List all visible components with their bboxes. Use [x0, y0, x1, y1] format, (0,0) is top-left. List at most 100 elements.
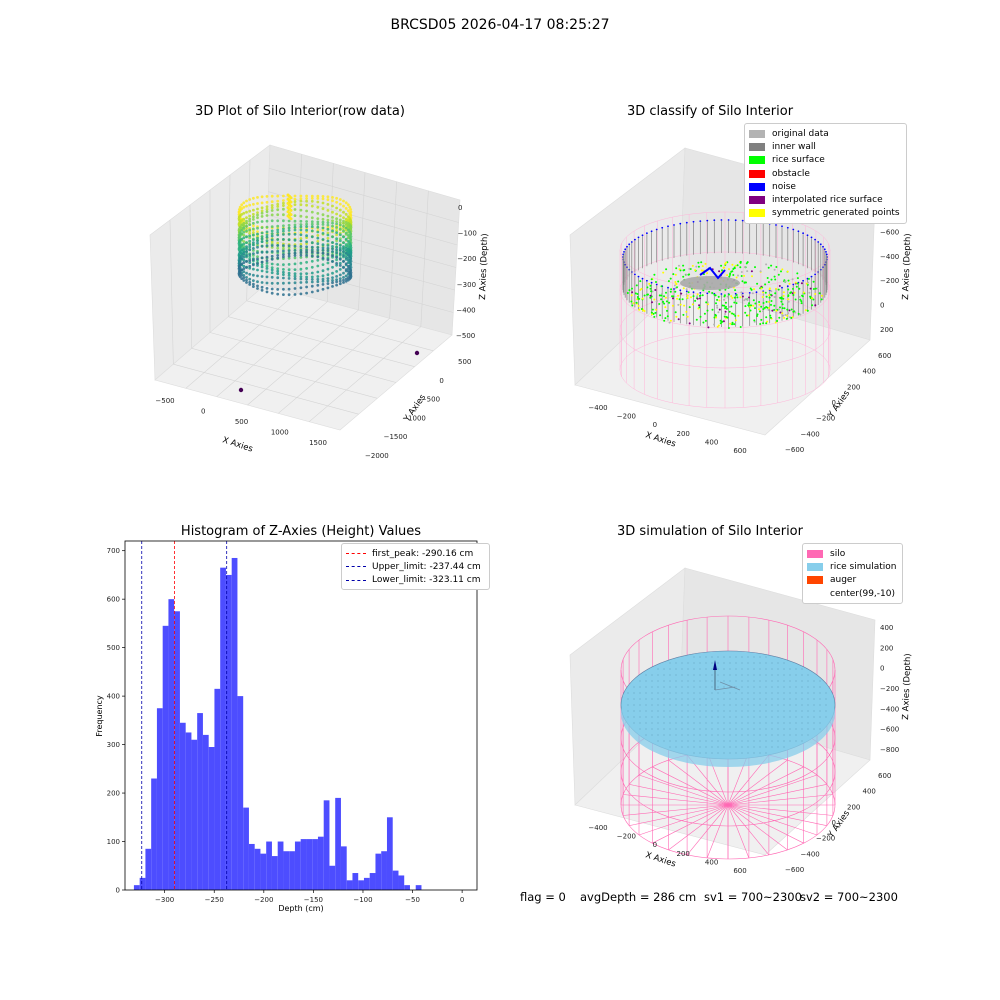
cloud-point — [276, 267, 280, 271]
rice-point — [699, 734, 701, 736]
surface-point — [730, 270, 733, 273]
surface-point — [816, 287, 819, 290]
rice-point — [741, 668, 743, 670]
cloud-point — [338, 257, 342, 261]
rice-point — [765, 692, 767, 694]
rice-point — [807, 674, 809, 676]
rice-point — [675, 740, 677, 742]
rice-point — [627, 716, 629, 718]
cloud-point — [348, 236, 352, 240]
cloud-point — [326, 218, 330, 222]
surface-point — [725, 307, 728, 310]
surface-point — [724, 310, 727, 313]
rice-point — [801, 740, 803, 742]
cloud-point — [276, 228, 280, 232]
rice-point — [681, 728, 683, 730]
cloud-point — [256, 236, 259, 240]
rice-point — [687, 692, 689, 694]
cloud-point — [252, 202, 255, 206]
cloud-point — [265, 255, 269, 259]
cloud-point — [321, 256, 325, 260]
histogram-bar — [312, 839, 318, 890]
x-tick-label: 400 — [705, 858, 718, 866]
rice-point — [645, 698, 647, 700]
cloud-point — [299, 199, 303, 203]
rice-point — [681, 668, 683, 670]
rice-point — [693, 746, 695, 748]
cloud-point — [349, 253, 353, 256]
rice-point — [759, 698, 761, 700]
surface-point — [686, 294, 689, 297]
cloud-point — [245, 250, 248, 254]
rice-point — [759, 692, 761, 694]
rice-point — [687, 674, 689, 676]
rice-point — [783, 740, 785, 742]
x-tick-label: 0 — [653, 421, 657, 429]
rice-point — [717, 722, 719, 724]
surface-point — [800, 300, 803, 303]
rice-point — [675, 692, 677, 694]
surface-point — [787, 312, 790, 315]
rice-point — [741, 746, 743, 748]
cloud-point — [344, 201, 348, 205]
cloud-point — [293, 244, 297, 248]
surface-point — [796, 277, 799, 280]
rice-point — [729, 662, 731, 664]
cloud-point — [242, 258, 246, 262]
surface-point — [650, 311, 653, 314]
noise-point — [810, 275, 813, 278]
rice-point — [807, 734, 809, 736]
cloud-point — [342, 241, 345, 245]
z-tick-label: −200 — [880, 685, 899, 693]
surface-point — [746, 299, 749, 301]
z-tick-label: −200 — [880, 277, 899, 285]
rice-point — [711, 674, 713, 676]
cloud-point — [326, 209, 330, 212]
cloud-point — [270, 244, 274, 247]
cloud-point — [282, 194, 285, 198]
cloud-point — [349, 238, 353, 242]
cloud-point — [305, 220, 308, 223]
surface-point — [762, 291, 764, 294]
rice-point — [801, 722, 803, 724]
noise-point — [646, 279, 648, 282]
rice-point — [711, 692, 713, 694]
surface-point — [731, 321, 734, 324]
surface-point — [765, 263, 768, 266]
rice-point — [777, 710, 779, 712]
rice-point — [633, 710, 635, 712]
cloud-point — [282, 276, 285, 280]
x-tick-label: 200 — [677, 850, 690, 858]
surface-point — [794, 311, 797, 314]
rice-point — [699, 722, 701, 724]
rice-point — [717, 716, 719, 718]
rice-point — [759, 746, 761, 748]
noise-point — [755, 291, 758, 294]
cloud-point — [305, 197, 308, 200]
surface-point — [653, 298, 656, 301]
cloud-point — [299, 261, 303, 265]
cloud-point — [299, 225, 303, 229]
noise-point — [622, 253, 625, 256]
cloud-point — [242, 211, 246, 215]
cloud-point — [305, 245, 308, 249]
rice-point — [741, 704, 743, 706]
histogram-bar — [231, 557, 238, 890]
surface-point — [751, 275, 753, 278]
cloud-point — [265, 210, 269, 214]
y-axis-label: Frequency — [95, 695, 104, 737]
surface-point — [688, 322, 691, 325]
cloud-point — [242, 224, 246, 228]
cloud-point — [305, 254, 308, 257]
rice-point — [681, 698, 683, 700]
surface-point — [741, 295, 744, 298]
rice-point — [771, 668, 773, 670]
noise-point — [727, 219, 730, 221]
cloud-point — [331, 276, 334, 279]
cloud-point — [270, 213, 274, 217]
surface-point — [733, 266, 736, 269]
cloud-point — [342, 210, 345, 214]
rice-point — [711, 680, 713, 682]
cloud-point — [242, 201, 246, 205]
cloud-point — [252, 233, 255, 237]
